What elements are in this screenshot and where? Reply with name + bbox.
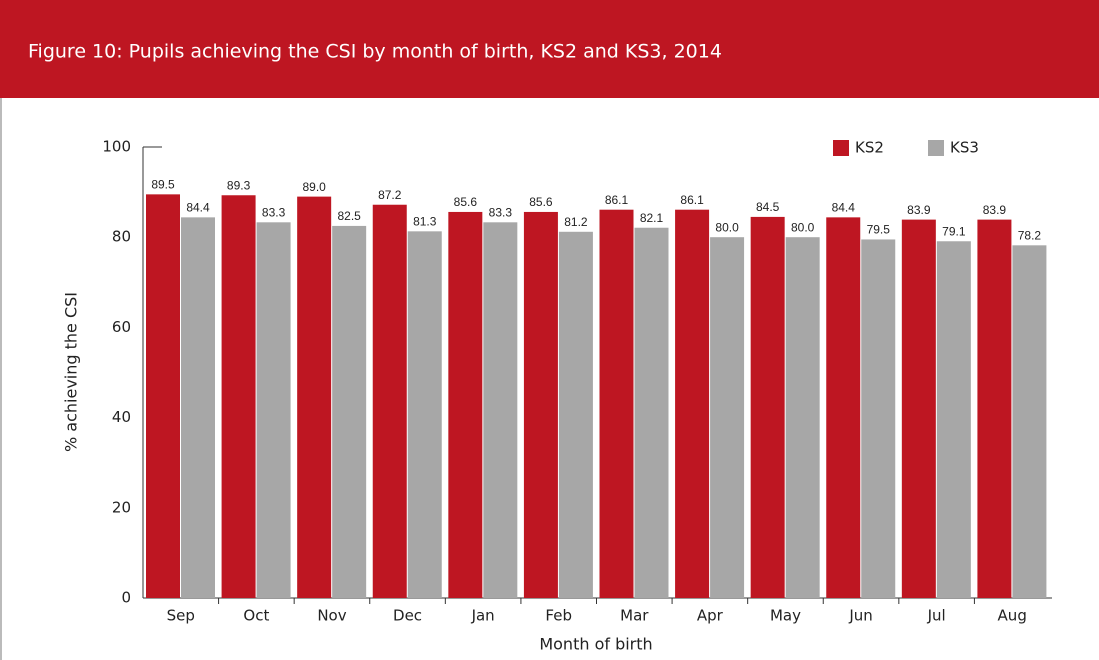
x-tick-label: Apr xyxy=(697,607,724,625)
bar xyxy=(483,222,518,598)
bar xyxy=(523,211,558,598)
bar xyxy=(1012,245,1047,598)
data-label: 81.2 xyxy=(564,215,588,229)
x-tick-label: Aug xyxy=(998,607,1027,625)
bar xyxy=(332,225,367,599)
bar xyxy=(901,219,936,598)
y-tick-label: 20 xyxy=(112,498,131,516)
x-tick-label: Nov xyxy=(317,607,346,625)
bar xyxy=(297,196,332,599)
bar xyxy=(256,222,291,598)
data-label: 86.1 xyxy=(680,193,704,207)
legend-label: KS3 xyxy=(950,139,979,157)
bar xyxy=(826,217,861,598)
bar xyxy=(407,231,442,598)
x-tick-label: Mar xyxy=(620,607,649,625)
data-label: 83.9 xyxy=(907,203,931,217)
bar xyxy=(448,211,483,598)
data-label: 89.3 xyxy=(227,178,251,192)
x-tick-label: Jan xyxy=(471,607,495,625)
bar xyxy=(181,217,215,598)
bar xyxy=(710,237,745,598)
data-label: 80.0 xyxy=(715,220,739,234)
bar xyxy=(146,194,180,599)
bar xyxy=(634,227,669,598)
data-label: 83.9 xyxy=(983,203,1007,217)
x-tick-label: Dec xyxy=(393,607,422,625)
x-tick-label: May xyxy=(770,607,801,625)
data-label: 84.4 xyxy=(832,201,856,215)
y-tick-label: 80 xyxy=(112,228,131,246)
y-tick-label: 60 xyxy=(112,318,131,336)
x-tick-label: Sep xyxy=(167,607,195,625)
legend-label: KS2 xyxy=(855,139,884,157)
data-label: 84.5 xyxy=(756,200,780,214)
bar xyxy=(221,195,256,598)
y-tick-label: 0 xyxy=(121,589,131,607)
bar xyxy=(750,216,785,598)
x-tick-label: Oct xyxy=(243,607,269,625)
bar xyxy=(372,204,407,598)
data-label: 85.6 xyxy=(529,195,553,209)
data-label: 89.0 xyxy=(302,180,326,194)
x-tick-label: Feb xyxy=(545,607,572,625)
data-label: 85.6 xyxy=(454,195,478,209)
data-label: 81.3 xyxy=(413,215,437,229)
data-label: 82.1 xyxy=(640,211,664,225)
data-label: 87.2 xyxy=(378,188,402,202)
bar xyxy=(558,231,593,598)
data-label: 78.2 xyxy=(1018,228,1042,242)
data-label: 82.5 xyxy=(337,209,361,223)
data-label: 79.1 xyxy=(942,224,966,238)
x-tick-label: Jun xyxy=(848,607,872,625)
legend-swatch xyxy=(928,140,944,156)
bar xyxy=(936,241,971,598)
x-tick-label: Jul xyxy=(927,607,946,625)
data-label: 86.1 xyxy=(605,193,629,207)
bar xyxy=(861,239,896,598)
data-label: 83.3 xyxy=(262,205,286,219)
bar xyxy=(599,209,634,598)
data-label: 89.5 xyxy=(151,178,175,192)
legend-swatch xyxy=(833,140,849,156)
bar xyxy=(785,237,820,598)
y-tick-label: 40 xyxy=(112,408,131,426)
bar xyxy=(675,209,710,598)
data-label: 84.4 xyxy=(186,201,210,215)
x-axis-label: Month of birth xyxy=(539,635,652,654)
header-band xyxy=(0,0,1099,98)
data-label: 79.5 xyxy=(867,223,891,237)
data-label: 83.3 xyxy=(489,205,513,219)
chart-title: Figure 10: Pupils achieving the CSI by m… xyxy=(28,41,722,63)
y-tick-label: 100 xyxy=(102,138,131,156)
y-axis-label: % achieving the CSI xyxy=(62,292,81,452)
data-label: 80.0 xyxy=(791,220,815,234)
bar xyxy=(977,219,1012,598)
